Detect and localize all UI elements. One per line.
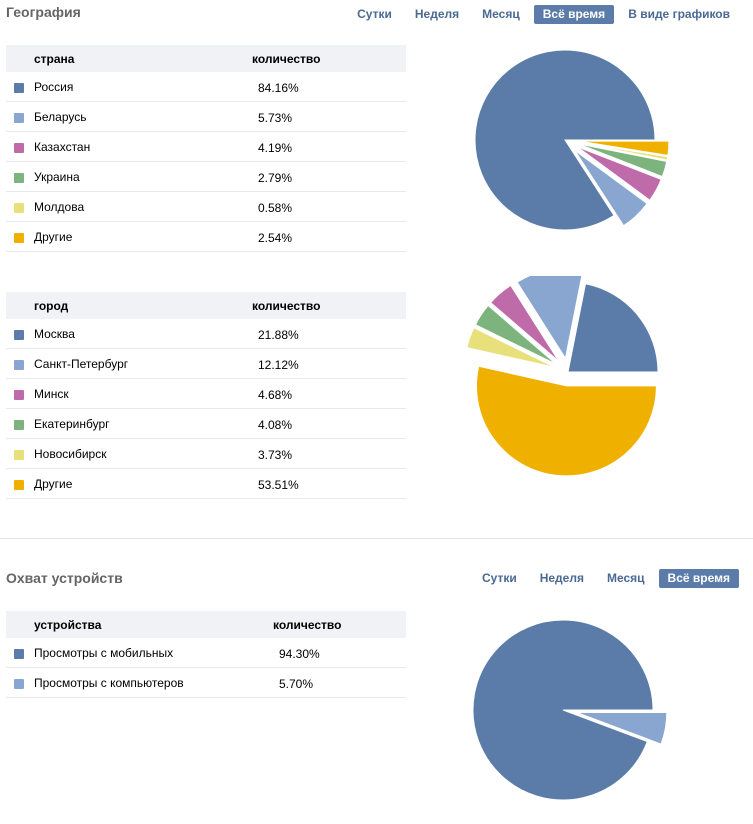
city-table: город количество Москва 21.88% Санкт-Петер… — [6, 292, 406, 499]
row-value: 2.54% — [258, 231, 293, 245]
legend-swatch — [14, 203, 24, 213]
legend-swatch — [14, 233, 24, 243]
table-row: Казахстан 4.19% — [6, 132, 406, 162]
row-label: Новосибирск — [34, 447, 107, 461]
tab-month[interactable]: Месяц — [606, 571, 645, 585]
pie-slice — [476, 365, 657, 477]
row-label: Санкт-Петербург — [34, 357, 129, 371]
row-label: Другие — [34, 230, 73, 244]
table-row: Минск 4.68% — [6, 379, 406, 409]
column-header-country: страна — [34, 52, 75, 66]
pie-slice — [466, 327, 556, 368]
tab-month[interactable]: Месяц — [482, 7, 520, 21]
country-pie-chart — [474, 49, 670, 231]
column-header-city: город — [34, 299, 69, 313]
row-value: 12.12% — [258, 358, 299, 372]
legend-swatch — [14, 360, 24, 370]
legend-swatch — [14, 450, 24, 460]
row-label: Беларусь — [34, 110, 87, 124]
pie-slice — [489, 284, 560, 362]
row-value: 2.79% — [258, 171, 293, 185]
pie-slice — [474, 49, 656, 231]
table-header: страна количество — [6, 45, 406, 72]
country-table: страна количество Россия 84.16% Беларусь 5.… — [6, 45, 406, 252]
row-value: 21.88% — [258, 328, 299, 342]
tab-day[interactable]: Сутки — [357, 7, 392, 21]
pie-slice — [472, 619, 654, 801]
legend-swatch — [14, 143, 24, 153]
row-value: 5.73% — [258, 111, 293, 125]
row-value: 3.73% — [258, 448, 293, 462]
row-value: 4.19% — [258, 141, 293, 155]
tab-week[interactable]: Неделя — [539, 571, 584, 585]
row-value: 84.16% — [258, 81, 299, 95]
legend-swatch — [14, 679, 24, 689]
legend-swatch — [14, 649, 24, 659]
devices-tabs: Сутки Неделя Месяц Всё время — [468, 569, 739, 588]
row-value: 53.51% — [258, 478, 299, 492]
legend-swatch — [14, 480, 24, 490]
geography-tabs: Сутки Неделя Месяц Всё время В виде граф… — [343, 5, 739, 24]
table-row: Украина 2.79% — [6, 162, 406, 192]
row-value: 0.58% — [258, 201, 293, 215]
tab-all-time[interactable]: Всё время — [658, 569, 739, 588]
section-divider — [0, 538, 753, 539]
table-row: Другие 2.54% — [6, 222, 406, 252]
pie-slice — [576, 711, 668, 745]
legend-swatch — [14, 330, 24, 340]
table-row: Другие 53.51% — [6, 469, 406, 499]
table-row: Москва 21.88% — [6, 319, 406, 349]
pie-slice — [474, 304, 557, 365]
table-row: Екатеринбург 4.08% — [6, 409, 406, 439]
tab-all-time[interactable]: Всё время — [533, 5, 615, 24]
row-label: Просмотры с мобильных — [34, 646, 174, 660]
legend-swatch — [14, 390, 24, 400]
row-label: Казахстан — [34, 140, 91, 154]
row-value: 94.30% — [279, 647, 320, 661]
pie-slice — [574, 149, 648, 227]
pie-slice — [578, 143, 668, 178]
pie-slice — [516, 276, 583, 360]
table-row: Просмотры с компьютеров 5.70% — [6, 668, 406, 698]
devices-title: Охват устройств — [6, 570, 123, 586]
tab-week[interactable]: Неделя — [414, 7, 460, 21]
table-row: Санкт-Петербург 12.12% — [6, 349, 406, 379]
row-label: Молдова — [34, 200, 85, 214]
column-header-count: количество — [273, 618, 342, 632]
tab-as-graphs[interactable]: В виде графиков — [628, 7, 730, 21]
table-header: устройства количество — [6, 611, 406, 638]
column-header-count: количество — [252, 52, 321, 66]
table-row: Новосибирск 3.73% — [6, 439, 406, 469]
devices-pie-chart — [472, 619, 668, 801]
legend-swatch — [14, 173, 24, 183]
row-label: Украина — [34, 170, 80, 184]
row-value: 4.08% — [258, 418, 293, 432]
pie-slice — [567, 283, 659, 373]
row-label: Екатеринбург — [34, 417, 110, 431]
city-pie-chart — [466, 276, 659, 477]
table-row: Россия 84.16% — [6, 72, 406, 102]
devices-table: устройства количество Просмотры с мобиль… — [6, 611, 406, 698]
table-row: Просмотры с мобильных 94.30% — [6, 638, 406, 668]
legend-swatch — [14, 113, 24, 123]
pie-slice — [576, 146, 662, 201]
row-label: Просмотры с компьютеров — [34, 676, 184, 690]
tab-day[interactable]: Сутки — [481, 571, 517, 585]
pie-slice — [578, 141, 669, 161]
row-label: Москва — [34, 327, 75, 341]
table-row: Молдова 0.58% — [6, 192, 406, 222]
table-header: город количество — [6, 292, 406, 319]
geography-title: География — [6, 4, 81, 20]
row-label: Россия — [34, 80, 74, 94]
legend-swatch — [14, 420, 24, 430]
table-row: Беларусь 5.73% — [6, 102, 406, 132]
row-label: Минск — [34, 387, 69, 401]
column-header-devices: устройства — [34, 618, 102, 632]
row-value: 4.68% — [258, 388, 293, 402]
row-label: Другие — [34, 477, 73, 491]
pie-slice — [578, 140, 670, 156]
legend-swatch — [14, 83, 24, 93]
column-header-count: количество — [252, 299, 321, 313]
row-value: 5.70% — [279, 677, 314, 691]
